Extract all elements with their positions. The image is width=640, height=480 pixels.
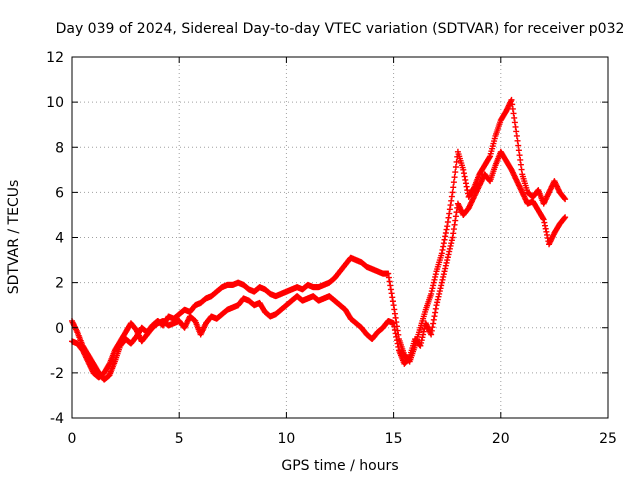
y-tick-label: -2: [50, 366, 64, 382]
y-tick-label: 4: [55, 231, 64, 247]
series-marker-fill: [450, 184, 457, 191]
y-tick-label: 8: [55, 140, 64, 156]
y-tick-label: 6: [55, 185, 64, 201]
data-point: [562, 214, 569, 221]
y-tick-label: 10: [46, 95, 64, 111]
data-point: [562, 196, 569, 203]
y-axis-label: SDTVAR / TECUs: [6, 180, 22, 295]
series-marker-fill: [453, 158, 460, 165]
data-point: [449, 189, 456, 196]
y-tick-label: 2: [55, 276, 64, 292]
grid-layer: [72, 57, 608, 418]
y-tick-label: 0: [55, 321, 64, 337]
x-tick-label: 20: [492, 431, 510, 447]
ticks-layer: 0 5 10 15 20 25 -4 -2 0 2 4 6 8 10 12: [46, 50, 617, 447]
y-tick-label: -4: [50, 411, 64, 427]
x-tick-label: 15: [385, 431, 403, 447]
series-marker-fill: [452, 163, 459, 170]
series-marker-fill: [452, 169, 459, 176]
data-layer: [69, 96, 569, 383]
x-tick-label: 5: [175, 431, 184, 447]
x-tick-label: 0: [68, 431, 77, 447]
series-marker-fill: [450, 179, 457, 186]
x-tick-label: 25: [599, 431, 617, 447]
chart-title: Day 039 of 2024, Sidereal Day-to-day VTE…: [56, 21, 625, 37]
x-tick-label: 10: [277, 431, 295, 447]
x-axis-label: GPS time / hours: [281, 458, 398, 474]
y-tick-label: 12: [46, 50, 64, 66]
series-marker-fill: [451, 174, 458, 181]
series-1: [69, 148, 569, 381]
